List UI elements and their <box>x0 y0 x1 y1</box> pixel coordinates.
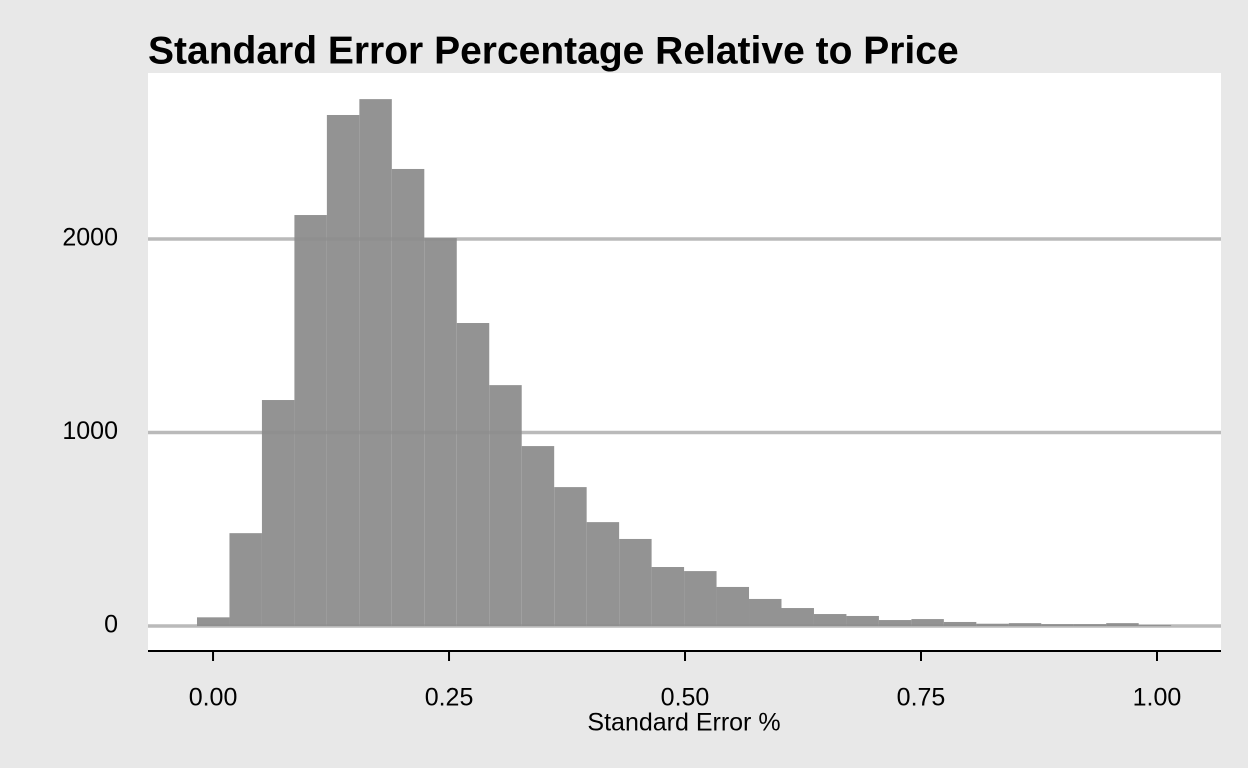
x-tick-label: 0.25 <box>425 684 474 712</box>
bar <box>196 617 230 627</box>
bar <box>456 323 490 627</box>
bar <box>781 608 814 627</box>
bar <box>521 446 555 627</box>
bar <box>619 538 652 627</box>
bar <box>684 571 717 627</box>
bar <box>326 114 360 627</box>
bar <box>489 385 522 627</box>
y-tick-label: 2000 <box>62 224 118 252</box>
x-tick-label: 0.75 <box>897 684 946 712</box>
bar <box>846 615 879 627</box>
bar <box>391 168 425 627</box>
bar <box>911 619 944 627</box>
bar <box>554 487 587 627</box>
bar <box>943 621 977 627</box>
y-tick-label: 0 <box>104 611 118 639</box>
x-tick-label: 0.50 <box>661 684 710 712</box>
bar <box>359 99 392 627</box>
x-tick-label: 1.00 <box>1133 684 1182 712</box>
bar <box>749 598 782 627</box>
bar <box>294 215 327 627</box>
bar <box>229 533 262 627</box>
x-axis-label: Standard Error % <box>587 709 780 737</box>
bar <box>586 522 620 627</box>
bar <box>716 586 750 627</box>
chart-title: Standard Error Percentage Relative to Pr… <box>148 29 959 72</box>
y-tick-label: 1000 <box>62 417 118 445</box>
bar <box>813 614 847 627</box>
x-tick-label: 0.00 <box>189 684 238 712</box>
bar <box>261 400 295 627</box>
bar <box>878 620 912 627</box>
bar <box>651 567 685 627</box>
